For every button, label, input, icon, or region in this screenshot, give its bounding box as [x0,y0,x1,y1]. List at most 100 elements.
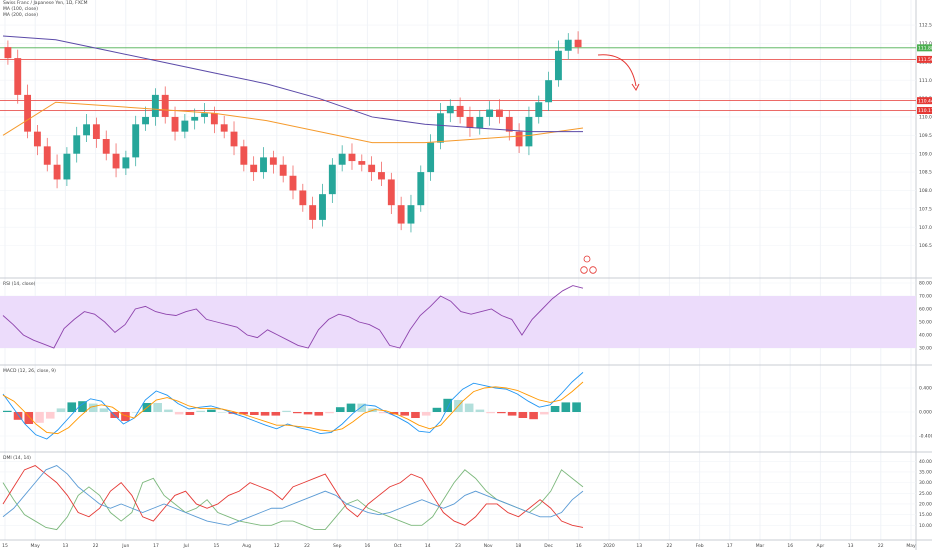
candle-body [132,124,140,158]
candle-body [348,153,356,162]
macd-histogram-bar [164,409,173,412]
candle-body [161,94,169,117]
ma100-legend[interactable]: MA (100, close) [3,7,38,12]
x-tick-label: Nov [484,543,493,549]
macd-histogram-bar [99,408,109,412]
macd-histogram-bar [67,402,77,412]
candle-body [260,157,267,173]
candle-body [545,80,553,103]
y-tick-label: 109.000 [919,151,932,157]
macd-histogram-bar [411,412,420,418]
y-tick-label: 107.500 [919,206,932,212]
y-tick-label: 70.00 [919,294,932,300]
x-tick-label: May [906,543,916,549]
candle-body [407,205,415,224]
x-tick-label: Apr [817,543,825,549]
macd-histogram-bar [497,412,506,414]
event-marker-icon[interactable] [589,266,597,274]
candle-body [309,205,317,220]
candle-body [53,164,61,180]
candle-body [191,116,199,121]
candle-body [171,116,179,132]
candle-body [378,172,385,180]
x-tick-label: 23 [455,543,461,549]
event-marker-icon[interactable] [580,266,588,274]
macd-legend[interactable]: MACD (12, 26, close, 9) [3,369,56,374]
symbol-title: Swiss Franc / Japanese Yen, 1D, FXCM [3,1,88,6]
candle-body [466,116,474,128]
candle-body [368,164,376,173]
ma200-line [2,35,583,133]
x-tick-label: 12 [274,543,280,549]
macd-histogram-bar [185,412,195,415]
x-tick-label: 2020 [603,543,615,549]
event-marker-icon[interactable] [583,255,591,263]
candle-body [181,120,189,132]
macd-histogram-bar [271,412,281,416]
y-tick-label: 40.00 [919,333,932,339]
y-tick-label: 30.0000 [919,480,932,486]
price-label-text: 111.880 [918,45,932,51]
candle-body [338,153,346,165]
signal-line [2,381,584,435]
macd-histogram-bar [443,398,452,412]
x-tick-label: 18 [516,543,522,549]
macd-histogram-bar [282,410,291,412]
macd-histogram-bar [260,412,270,416]
candle-body [574,39,582,48]
y-tick-label: 108.500 [919,170,932,176]
candle-body [151,94,159,117]
candle-body [358,161,366,165]
candle-body [201,113,208,117]
y-tick-label: 112.000 [919,41,932,47]
di-minus-line [2,465,584,528]
candle-body [427,142,435,173]
candle-body [299,190,307,206]
price-label-tag[interactable] [917,107,932,115]
candle-body [14,58,22,95]
y-tick-label: 50.00 [919,320,932,326]
candle-body [63,153,71,180]
macd-histogram-bar [475,409,485,412]
dmi-legend[interactable]: DMI (14, 14) [3,456,31,461]
candle-body [554,50,562,81]
macd-histogram-bar [174,412,184,415]
macd-histogram-bar [357,403,367,412]
x-tick-label: Mar [756,543,765,549]
candle-body [24,94,32,132]
macd-histogram-bar [561,402,571,412]
macd-histogram-bar [540,412,549,415]
y-tick-label: 60.00 [919,307,932,313]
macd-histogram-bar [56,408,66,412]
macd-histogram-bar [314,412,324,416]
rsi-legend[interactable]: RSI (14, close) [3,282,36,287]
x-tick-label: 15 [214,543,220,549]
ma200-legend[interactable]: MA (200, close) [3,13,38,18]
price-label-tag[interactable] [917,44,932,52]
y-tick-label: 30.00 [919,346,932,352]
price-label-text: 110.443 [918,98,932,104]
x-tick-label: Jun [121,543,129,549]
candle-body [220,124,228,132]
x-tick-label: 17 [153,543,159,549]
y-tick-label: 0.400 [919,386,932,392]
macd-histogram-bar [78,401,87,412]
x-tick-label: Oct [394,543,402,549]
x-tick-label: 16 [787,543,793,549]
macd-histogram-bar [303,412,313,415]
price-label-tag[interactable] [917,55,932,63]
candle-body [437,113,444,143]
macd-histogram-bar [88,403,98,412]
y-tick-label: 108.000 [919,188,932,194]
price-label-tag[interactable] [917,97,932,105]
macd-histogram-bar [45,412,55,419]
x-tick-label: 13 [636,543,642,549]
macd-histogram-bar [293,412,302,414]
candle-body [564,39,572,51]
candle-body [486,109,494,117]
macd-histogram-bar [250,412,259,415]
candle-body [456,105,464,117]
candle-body [240,146,248,165]
